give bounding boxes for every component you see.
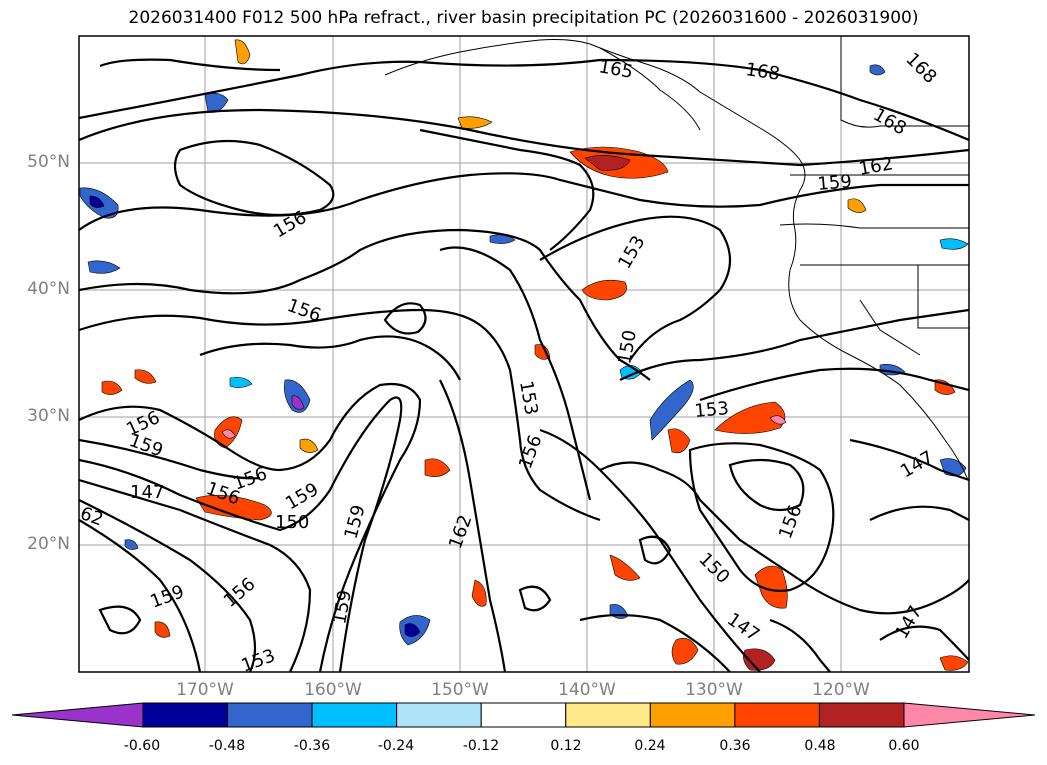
colorbar — [11, 702, 1036, 728]
colorbar-tick-label: -0.24 — [377, 738, 415, 754]
lat-tick-label: 30°N — [27, 406, 70, 426]
colorbar-tick-label: 0.60 — [888, 738, 920, 754]
map-title: 2026031400 F012 500 hPa refract., river … — [128, 8, 919, 28]
colorbar-tick-label: -0.36 — [293, 738, 331, 754]
lon-tick-label: 120°W — [812, 680, 870, 700]
colorbar-tick-label: 0.48 — [804, 738, 836, 754]
colorbar-tick-label: 0.24 — [634, 738, 666, 754]
colorbar-segment — [227, 702, 313, 728]
colorbar-tick-label: -0.48 — [208, 738, 246, 754]
lat-tick-label: 20°N — [27, 534, 70, 554]
colorbar-segment — [649, 702, 736, 728]
contour-label: 168 — [744, 59, 781, 85]
colorbar-segment — [818, 702, 905, 728]
plot-frame — [78, 35, 970, 673]
colorbar-segment — [565, 702, 651, 728]
colorbar-tick-label: -0.12 — [462, 738, 500, 754]
contour-label: 147 — [130, 482, 164, 503]
plot-background — [79, 36, 969, 672]
colorbar-segment — [396, 702, 482, 728]
colorbar-segment — [311, 702, 398, 728]
graticule — [79, 36, 969, 672]
lon-tick-label: 150°W — [431, 680, 489, 700]
colorbar-extend-low — [11, 702, 144, 728]
colorbar-tick-label: 0.12 — [550, 738, 582, 754]
colorbar-segment — [734, 702, 820, 728]
lon-tick-label: 130°W — [685, 680, 743, 700]
lat-tick-label: 50°N — [27, 152, 70, 172]
lat-tick-label: 40°N — [27, 279, 70, 299]
contour-label: 159 — [817, 171, 853, 195]
colorbar-tick-label: 0.36 — [719, 738, 751, 754]
lon-tick-label: 170°W — [176, 680, 234, 700]
contour-label: 150 — [275, 512, 309, 533]
contour-label: 153 — [694, 398, 730, 422]
colorbar-segment — [142, 702, 229, 728]
colorbar-extend-high — [903, 702, 1036, 728]
lon-tick-label: 160°W — [304, 680, 362, 700]
colorbar-segment — [480, 702, 567, 728]
lon-tick-label: 140°W — [558, 680, 616, 700]
refractivity-contours — [79, 58, 969, 672]
precip-negative-areas — [79, 64, 969, 646]
colorbar-tick-label: -0.60 — [123, 738, 161, 754]
